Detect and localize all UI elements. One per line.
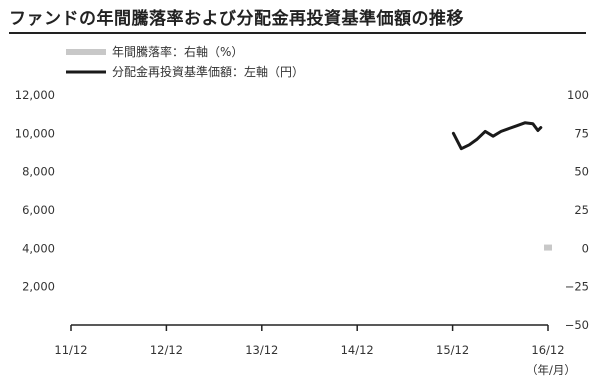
x-unit-label: （年/月） xyxy=(526,363,576,377)
y-axis-right: 100 75 50 25 0 −25 −50 xyxy=(565,88,589,332)
y-right-tick-label: −25 xyxy=(565,280,589,294)
y-right-tick-label: 100 xyxy=(567,88,589,102)
return-series xyxy=(544,244,552,251)
x-tick-label: 12/12 xyxy=(150,343,183,357)
x-axis-ticks: 11/12 12/12 13/12 14/12 15/12 16/12 xyxy=(54,325,565,357)
chart-title: ファンドの年間騰落率および分配金再投資基準価額の推移 xyxy=(9,8,464,29)
legend-swatch-return xyxy=(66,49,106,55)
y-left-tick-label: 10,000 xyxy=(15,126,55,140)
x-tick-label: 15/12 xyxy=(436,343,469,357)
return-bar xyxy=(544,244,552,251)
y-right-tick-label: 50 xyxy=(574,165,589,179)
y-left-tick-label: 8,000 xyxy=(22,165,55,179)
x-tick-label: 13/12 xyxy=(245,343,278,357)
y-left-tick-label: 6,000 xyxy=(22,203,55,217)
y-right-tick-label: −50 xyxy=(565,318,589,332)
y-left-tick-label: 12,000 xyxy=(15,88,55,102)
x-tick-label: 11/12 xyxy=(54,343,87,357)
legend-label-nav: 分配金再投資基準価額：左軸（円） xyxy=(112,64,304,79)
y-right-tick-label: 25 xyxy=(574,203,589,217)
nav-series-line xyxy=(451,121,543,151)
y-left-tick-label: 4,000 xyxy=(22,241,55,255)
y-left-tick-label: 2,000 xyxy=(22,280,55,294)
x-tick-label: 14/12 xyxy=(341,343,374,357)
y-right-tick-label: 0 xyxy=(582,241,589,255)
y-right-tick-label: 75 xyxy=(574,126,589,140)
x-tick-label: 16/12 xyxy=(531,343,564,357)
legend-label-return: 年間騰落率：右軸（%） xyxy=(112,44,243,59)
y-axis-left: 12,000 10,000 8,000 6,000 4,000 2,000 xyxy=(15,88,55,294)
